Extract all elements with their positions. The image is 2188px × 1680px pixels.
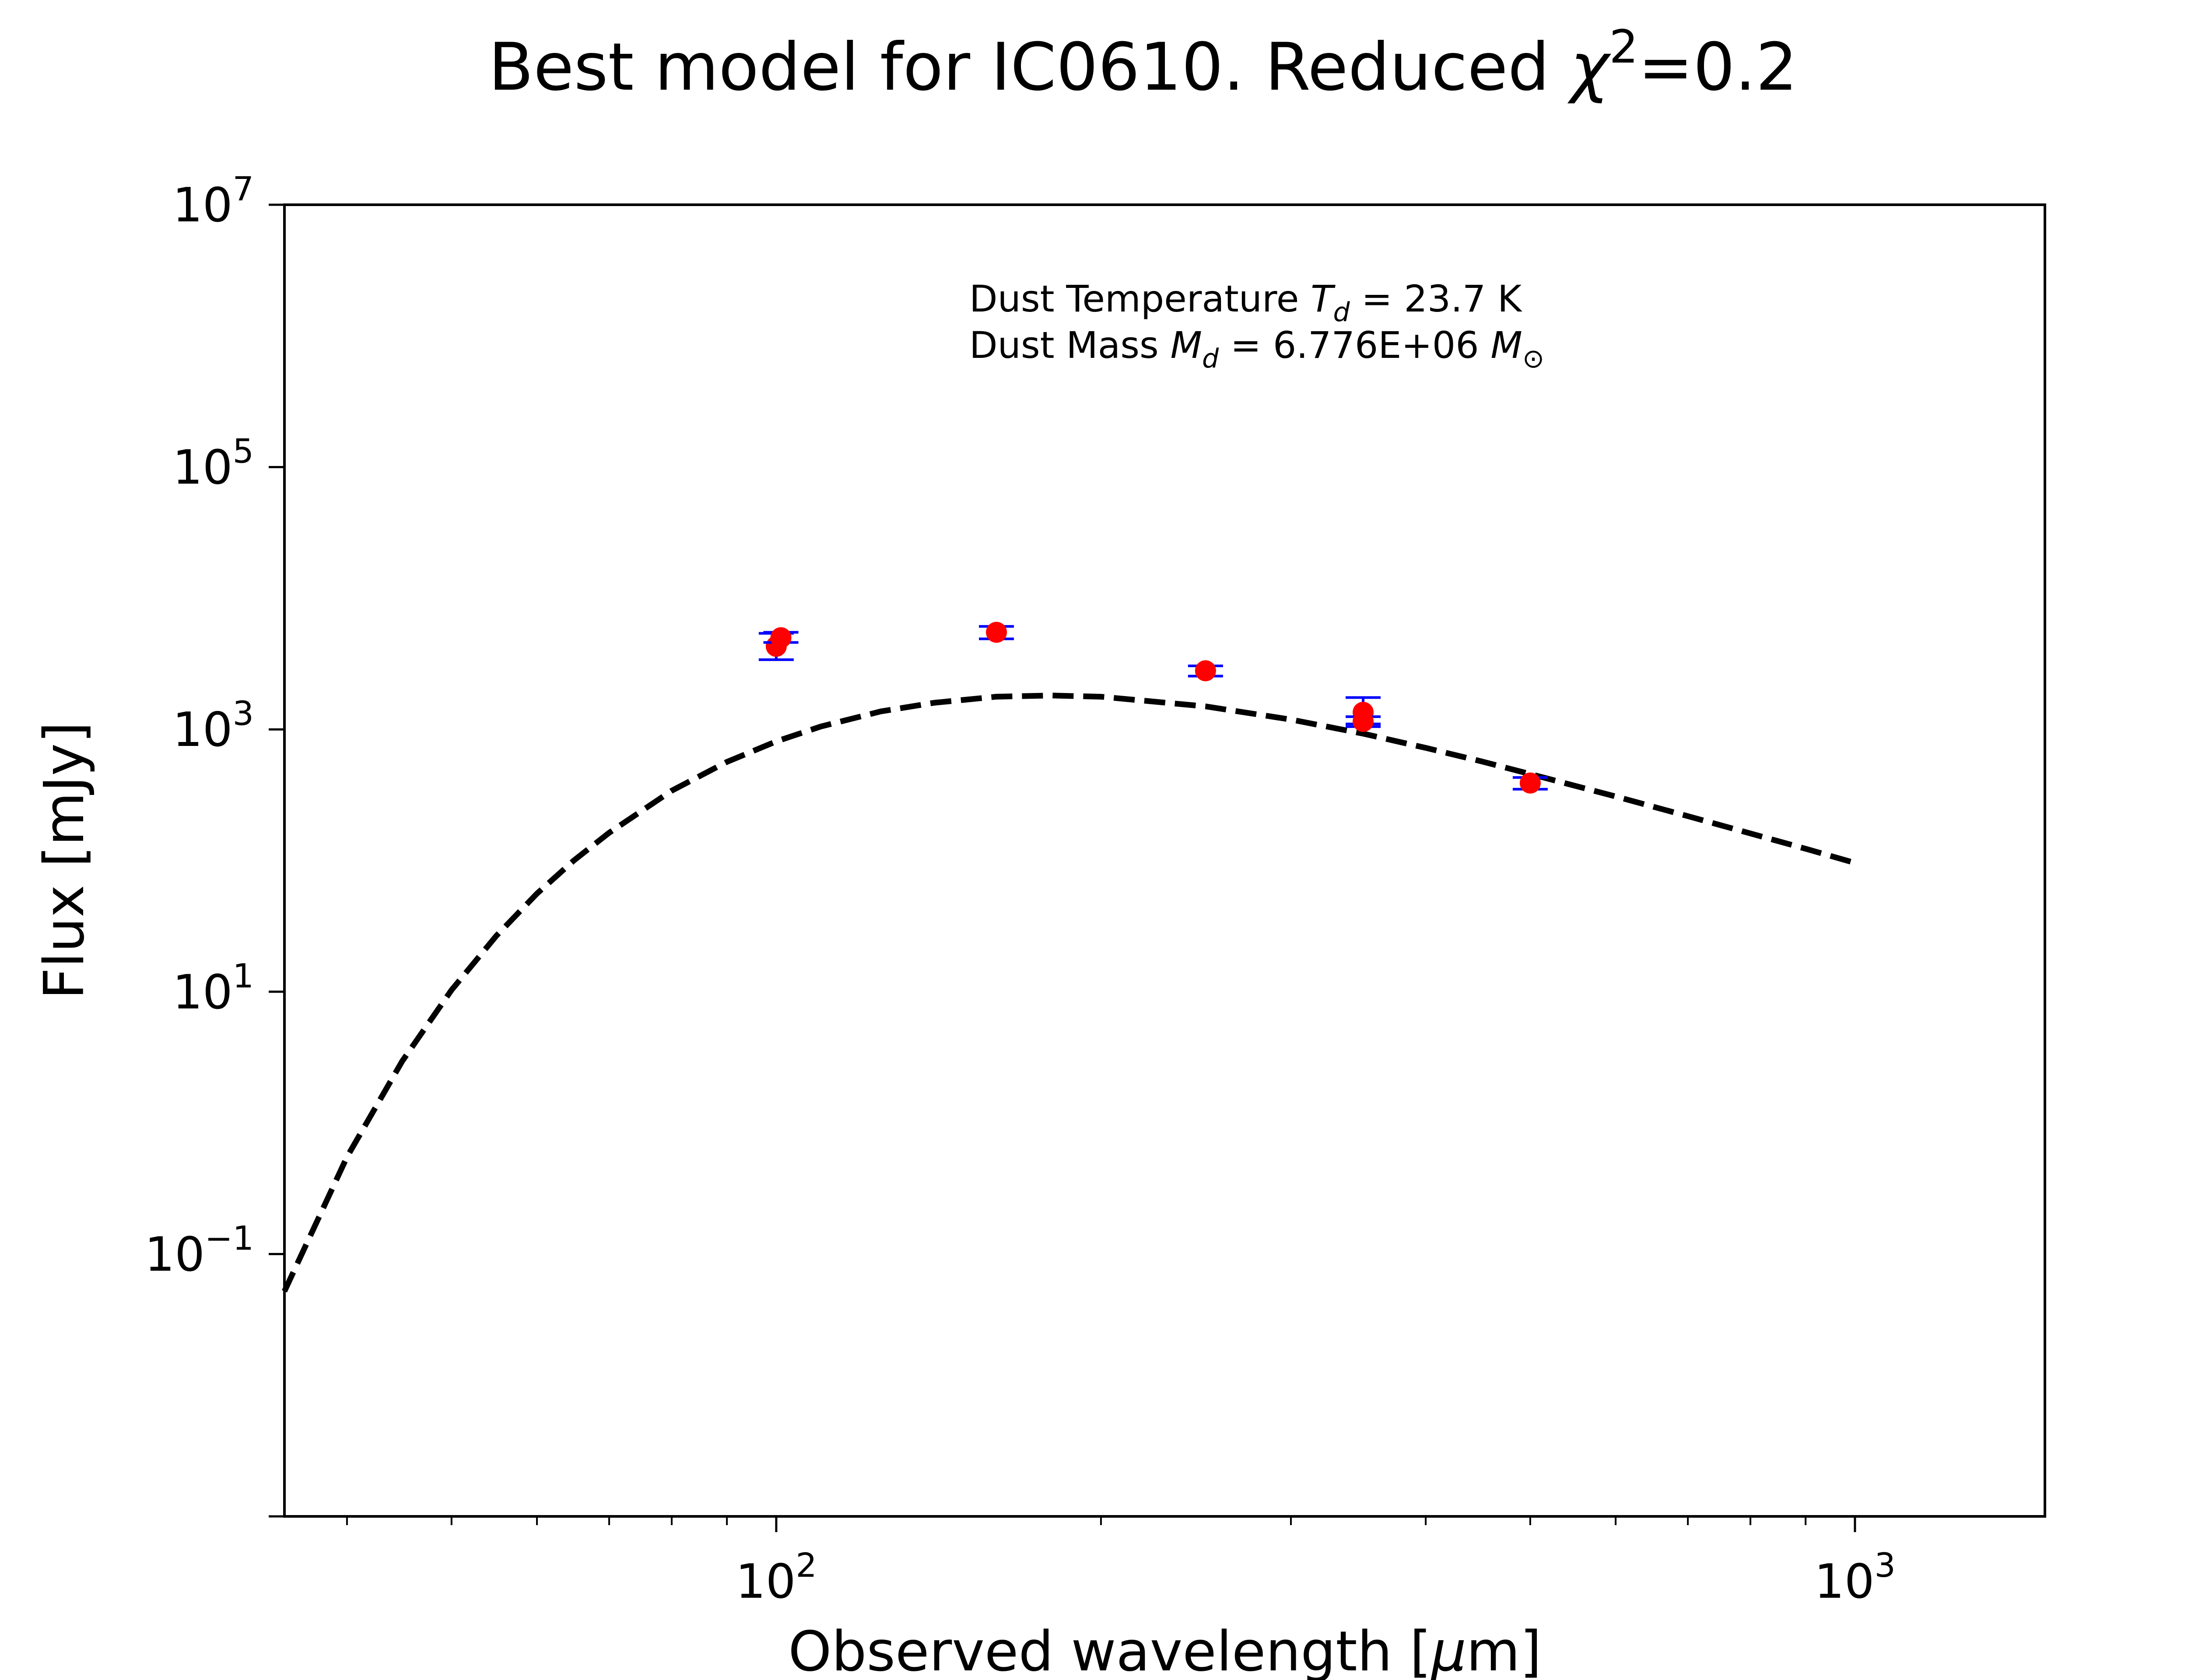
x-tick-label: 103 (1814, 1546, 1896, 1609)
plot-frame (283, 203, 2046, 1518)
observed-points-layer (758, 622, 1548, 794)
data-marker (1195, 660, 1216, 682)
chart-title: Best model for IC0610. Reduced χ2=0.2 (488, 20, 1797, 105)
y-tick-label: 107 (172, 169, 254, 233)
data-marker (1353, 711, 1374, 732)
y-tick-label: 10−1 (145, 1218, 254, 1282)
data-point (1346, 711, 1381, 732)
data-marker (770, 627, 792, 648)
data-point (1188, 660, 1223, 682)
data-point (763, 627, 799, 648)
data-marker (986, 622, 1007, 643)
dust-mass-annotation: Dust Mass Md = 6.776E+06 M⊙ (969, 324, 1544, 374)
data-point (979, 622, 1014, 643)
y-tick-label: 103 (172, 694, 254, 757)
y-axis-label: Flux [mJy] (32, 722, 96, 1000)
model-curve (282, 693, 1856, 1293)
y-tick-label: 105 (172, 432, 254, 495)
model-curve-layer (282, 693, 1856, 1293)
x-tick-label: 102 (736, 1546, 817, 1609)
dust-temperature-annotation: Dust Temperature Td = 23.7 K (969, 277, 1522, 328)
y-tick-label: 101 (172, 956, 254, 1020)
data-point (1512, 772, 1548, 794)
x-axis-label: Observed wavelength [μm] (788, 1619, 1542, 1680)
axis-ticks-layer: 102 103 10−1 101 103 105 107 (145, 169, 1896, 1609)
data-marker (1519, 772, 1541, 794)
